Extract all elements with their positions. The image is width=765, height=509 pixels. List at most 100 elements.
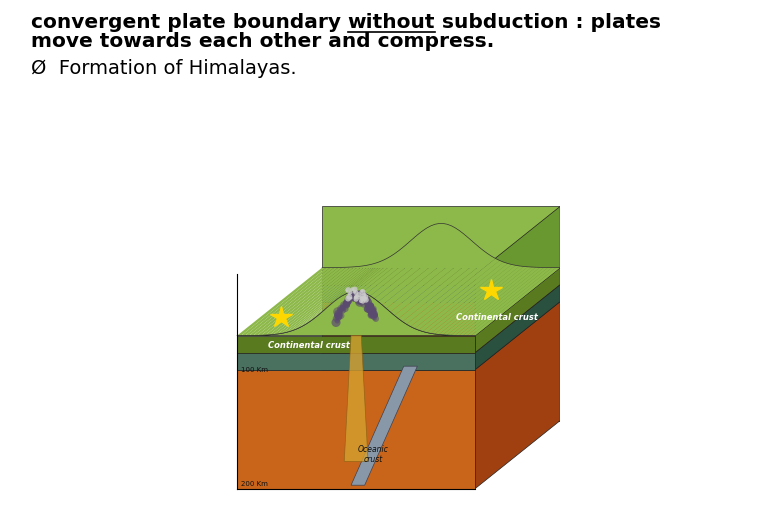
Polygon shape bbox=[249, 268, 338, 336]
Circle shape bbox=[351, 297, 355, 300]
Circle shape bbox=[347, 293, 355, 302]
Circle shape bbox=[360, 294, 366, 300]
Circle shape bbox=[346, 290, 348, 292]
Circle shape bbox=[374, 314, 378, 317]
Circle shape bbox=[334, 310, 343, 319]
Text: Continental crust: Continental crust bbox=[268, 341, 350, 350]
Circle shape bbox=[353, 292, 363, 301]
Polygon shape bbox=[285, 264, 375, 333]
Circle shape bbox=[371, 316, 376, 320]
Circle shape bbox=[334, 313, 341, 319]
Polygon shape bbox=[330, 234, 419, 305]
Circle shape bbox=[362, 299, 366, 303]
Circle shape bbox=[370, 308, 376, 314]
Polygon shape bbox=[402, 254, 492, 325]
Polygon shape bbox=[237, 336, 475, 353]
Text: convergent plate boundary: convergent plate boundary bbox=[31, 13, 347, 32]
Circle shape bbox=[353, 297, 359, 302]
Polygon shape bbox=[269, 267, 359, 335]
Circle shape bbox=[366, 307, 370, 312]
Circle shape bbox=[373, 316, 379, 322]
Polygon shape bbox=[246, 268, 334, 336]
Polygon shape bbox=[358, 224, 448, 293]
Polygon shape bbox=[418, 263, 508, 332]
Polygon shape bbox=[237, 370, 475, 489]
Circle shape bbox=[344, 299, 351, 305]
Polygon shape bbox=[475, 285, 560, 370]
Polygon shape bbox=[455, 268, 544, 336]
Polygon shape bbox=[390, 244, 480, 316]
Circle shape bbox=[354, 297, 356, 299]
Circle shape bbox=[359, 297, 365, 302]
Circle shape bbox=[369, 310, 377, 318]
Text: without: without bbox=[347, 13, 435, 32]
Circle shape bbox=[348, 296, 353, 302]
Text: move towards each other and compress.: move towards each other and compress. bbox=[31, 32, 494, 51]
Polygon shape bbox=[314, 248, 403, 319]
Polygon shape bbox=[463, 268, 552, 336]
Circle shape bbox=[349, 291, 353, 295]
Polygon shape bbox=[467, 268, 556, 336]
Polygon shape bbox=[290, 263, 379, 332]
Circle shape bbox=[361, 298, 366, 302]
Polygon shape bbox=[475, 302, 560, 489]
Circle shape bbox=[346, 304, 350, 308]
Circle shape bbox=[337, 305, 344, 313]
Circle shape bbox=[331, 318, 340, 327]
Polygon shape bbox=[344, 336, 368, 462]
Circle shape bbox=[355, 298, 365, 307]
Circle shape bbox=[356, 292, 360, 296]
Circle shape bbox=[343, 300, 350, 307]
Circle shape bbox=[369, 312, 375, 317]
Polygon shape bbox=[447, 268, 536, 335]
Text: subduction : plates: subduction : plates bbox=[435, 13, 661, 32]
Polygon shape bbox=[351, 366, 418, 485]
Polygon shape bbox=[253, 268, 342, 336]
Circle shape bbox=[350, 288, 354, 292]
Circle shape bbox=[353, 291, 362, 299]
Circle shape bbox=[365, 304, 372, 310]
Circle shape bbox=[363, 293, 366, 296]
Circle shape bbox=[363, 296, 370, 304]
Circle shape bbox=[359, 299, 363, 303]
Polygon shape bbox=[443, 267, 532, 335]
Polygon shape bbox=[237, 268, 326, 336]
Circle shape bbox=[337, 313, 342, 318]
Circle shape bbox=[360, 290, 366, 295]
Circle shape bbox=[368, 310, 376, 319]
Circle shape bbox=[360, 296, 366, 301]
Polygon shape bbox=[322, 285, 560, 302]
Text: move towards each other and compress.: move towards each other and compress. bbox=[31, 508, 494, 509]
Polygon shape bbox=[374, 231, 464, 302]
Polygon shape bbox=[262, 268, 350, 335]
Circle shape bbox=[354, 295, 357, 299]
Polygon shape bbox=[322, 207, 560, 268]
Polygon shape bbox=[306, 254, 395, 325]
Polygon shape bbox=[265, 267, 354, 335]
Circle shape bbox=[347, 293, 350, 296]
Text: 100 Km: 100 Km bbox=[240, 366, 268, 373]
Circle shape bbox=[356, 293, 361, 298]
Circle shape bbox=[336, 315, 342, 321]
Polygon shape bbox=[362, 225, 451, 294]
Circle shape bbox=[348, 296, 353, 301]
Circle shape bbox=[366, 306, 375, 315]
Circle shape bbox=[367, 301, 370, 305]
Circle shape bbox=[336, 313, 343, 320]
Circle shape bbox=[363, 297, 367, 302]
Circle shape bbox=[339, 307, 344, 313]
Circle shape bbox=[340, 303, 347, 309]
Circle shape bbox=[353, 294, 362, 302]
Polygon shape bbox=[334, 231, 423, 302]
Circle shape bbox=[353, 296, 357, 300]
Polygon shape bbox=[435, 266, 524, 335]
Circle shape bbox=[340, 308, 346, 314]
Circle shape bbox=[345, 295, 352, 302]
Circle shape bbox=[370, 310, 378, 318]
Circle shape bbox=[355, 295, 359, 298]
Circle shape bbox=[360, 299, 365, 304]
Circle shape bbox=[333, 316, 339, 322]
Circle shape bbox=[363, 297, 369, 303]
Polygon shape bbox=[346, 225, 435, 294]
Circle shape bbox=[367, 303, 374, 309]
